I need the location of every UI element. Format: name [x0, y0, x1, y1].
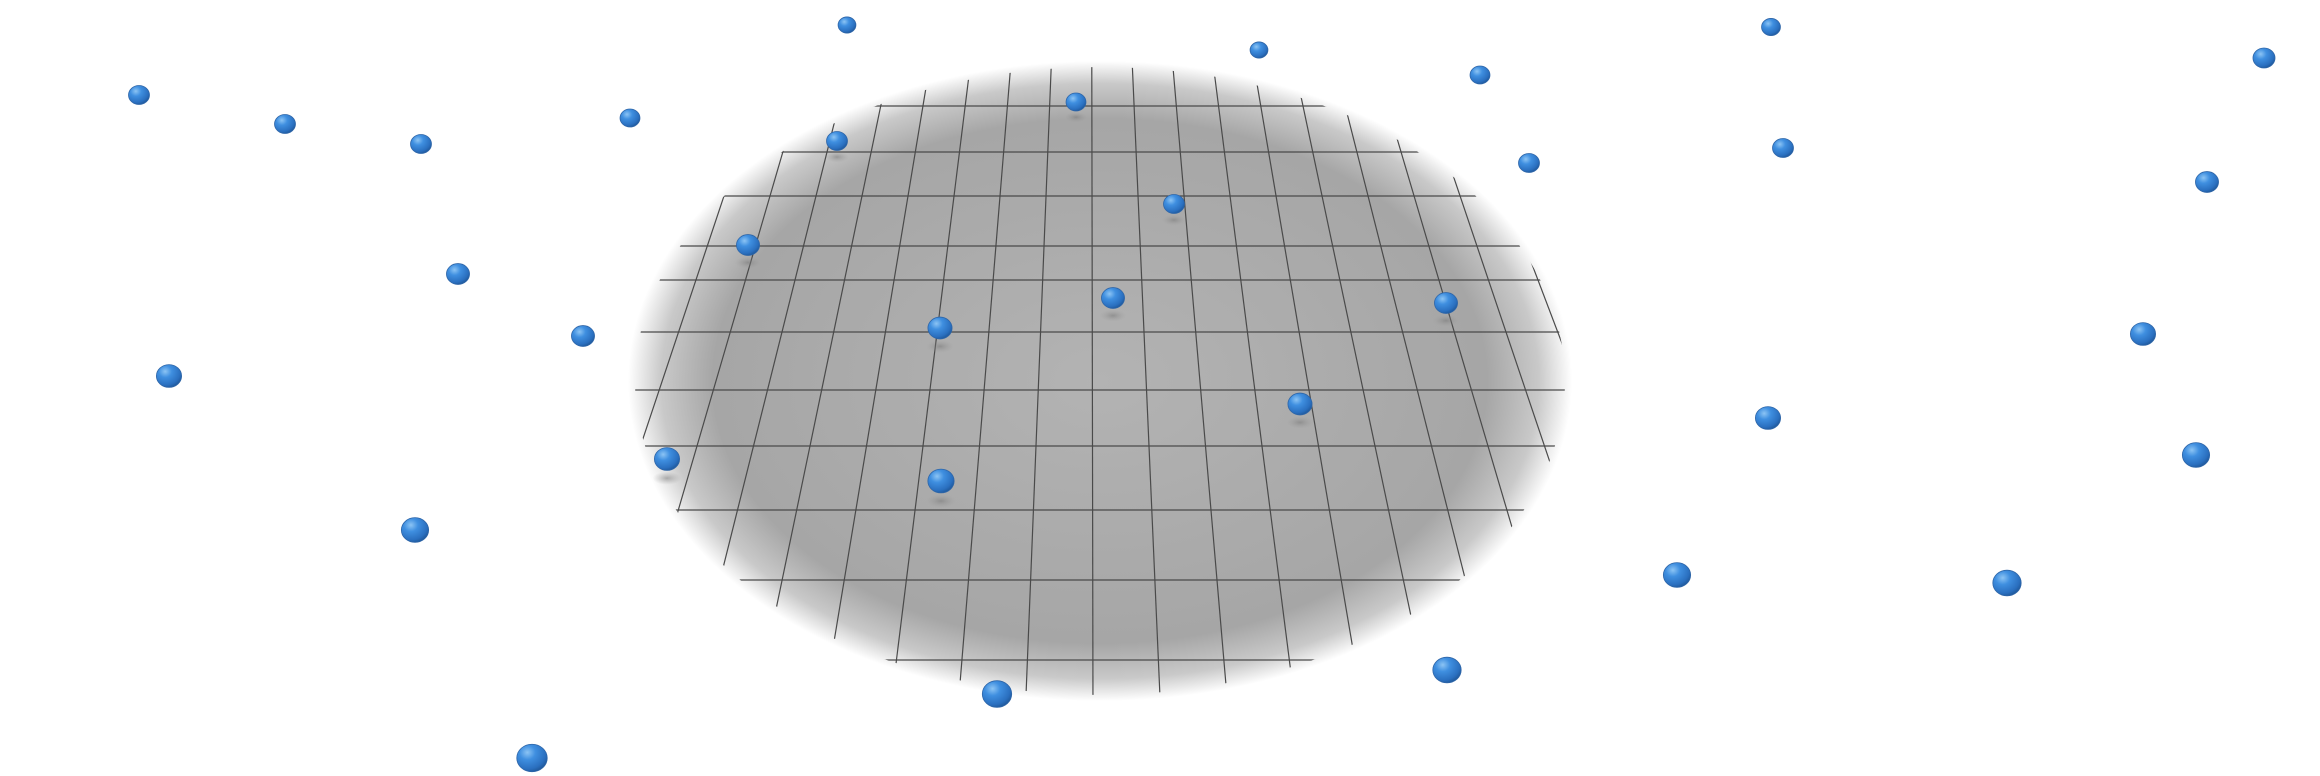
sphere-body[interactable] [2181, 442, 2211, 468]
sphere[interactable] [734, 234, 762, 269]
grid-column-line [956, 67, 1017, 695]
sphere[interactable] [1162, 194, 1186, 226]
sphere-body[interactable] [400, 517, 430, 543]
sphere[interactable] [1755, 406, 1782, 430]
sphere-body[interactable] [516, 743, 548, 773]
sphere-body[interactable] [927, 316, 953, 340]
floor-disc [628, 61, 1572, 701]
sphere[interactable] [1992, 569, 2022, 597]
sphere-body[interactable] [1772, 138, 1794, 158]
sphere-body[interactable] [1755, 406, 1782, 430]
sphere-shadow [926, 494, 956, 508]
sphere-body[interactable] [1163, 194, 1185, 214]
sphere-shadow [1286, 416, 1314, 429]
sphere[interactable] [274, 114, 296, 134]
spheres-layer [128, 16, 2276, 773]
sphere[interactable] [128, 85, 150, 105]
sphere[interactable] [825, 131, 849, 163]
sphere-body[interactable] [571, 325, 595, 347]
sphere[interactable] [1286, 392, 1314, 429]
grid-column-line [1166, 67, 1230, 695]
grid-column-line [1091, 67, 1094, 695]
sphere-body[interactable] [736, 234, 760, 256]
sphere-shadow [1432, 314, 1460, 327]
sphere[interactable] [1469, 65, 1491, 85]
grid-column-line [888, 67, 979, 695]
sphere-body[interactable] [1662, 562, 1692, 588]
sphere-body[interactable] [2129, 322, 2156, 346]
sphere-body[interactable] [1761, 18, 1781, 36]
sphere-shadow [652, 471, 682, 485]
sphere-body[interactable] [927, 468, 955, 494]
sphere[interactable] [1772, 138, 1794, 158]
sphere[interactable] [2252, 47, 2276, 69]
sphere-body[interactable] [619, 108, 641, 128]
sphere[interactable] [619, 108, 641, 128]
sphere-body[interactable] [410, 134, 432, 154]
sphere[interactable] [1432, 656, 1462, 684]
sphere-body[interactable] [1287, 392, 1313, 416]
sphere-body[interactable] [981, 680, 1013, 708]
sphere-shadow [1099, 309, 1127, 322]
sphere[interactable] [1518, 153, 1540, 173]
sphere[interactable] [652, 447, 682, 485]
sphere-body[interactable] [1992, 569, 2022, 597]
sphere-body[interactable] [128, 85, 150, 105]
sphere-body[interactable] [274, 114, 296, 134]
sphere-body[interactable] [1249, 41, 1269, 59]
sphere[interactable] [981, 680, 1013, 708]
sphere[interactable] [155, 364, 182, 388]
sphere[interactable] [400, 517, 430, 543]
grid-column-line [635, 67, 677, 695]
sphere-body[interactable] [1432, 656, 1462, 684]
grid-column-line [1242, 67, 1366, 695]
sphere-body[interactable] [155, 364, 182, 388]
sphere-body[interactable] [1518, 153, 1540, 173]
sphere[interactable] [926, 316, 954, 353]
sphere[interactable] [571, 325, 595, 347]
sphere[interactable] [926, 468, 956, 508]
sphere[interactable] [1064, 92, 1088, 123]
sphere[interactable] [837, 16, 857, 34]
grid-column-line [820, 67, 942, 695]
sphere[interactable] [516, 743, 548, 773]
grid-column-line [1279, 67, 1434, 695]
sphere[interactable] [2195, 171, 2219, 193]
sphere-shadow [926, 340, 954, 353]
sphere[interactable] [1432, 292, 1460, 327]
sphere-body[interactable] [654, 447, 681, 471]
sphere-shadow [1162, 214, 1186, 226]
sphere[interactable] [1761, 18, 1781, 36]
sphere-body[interactable] [837, 16, 857, 34]
grid-column-line [1204, 67, 1298, 695]
sphere[interactable] [410, 134, 432, 154]
sphere[interactable] [1662, 562, 1692, 588]
sphere[interactable] [1099, 287, 1127, 322]
sphere-body[interactable] [2252, 47, 2276, 69]
sphere-body[interactable] [1065, 92, 1087, 112]
sphere[interactable] [1249, 41, 1269, 59]
grid-column-line [635, 67, 639, 695]
grid-column-line [1544, 67, 1565, 695]
sphere[interactable] [2181, 442, 2211, 468]
sphere[interactable] [2129, 322, 2156, 346]
sphere-shadow [734, 256, 762, 269]
sphere-shadow [825, 151, 849, 163]
grid-column-line [1583, 0, 1977, 720]
sphere-shadow [1064, 111, 1088, 123]
grid-column-line [209, 0, 601, 720]
sphere-body[interactable] [826, 131, 848, 151]
sphere-body[interactable] [1469, 65, 1491, 85]
sphere-body[interactable] [446, 263, 470, 285]
grid-column-line [752, 67, 904, 695]
sphere[interactable] [446, 263, 470, 285]
grid-column-line [1024, 67, 1055, 695]
grid-column-line [1128, 67, 1162, 695]
sphere-body[interactable] [1101, 287, 1125, 309]
sphere-body[interactable] [1434, 292, 1458, 314]
sphere-body[interactable] [2195, 171, 2219, 193]
